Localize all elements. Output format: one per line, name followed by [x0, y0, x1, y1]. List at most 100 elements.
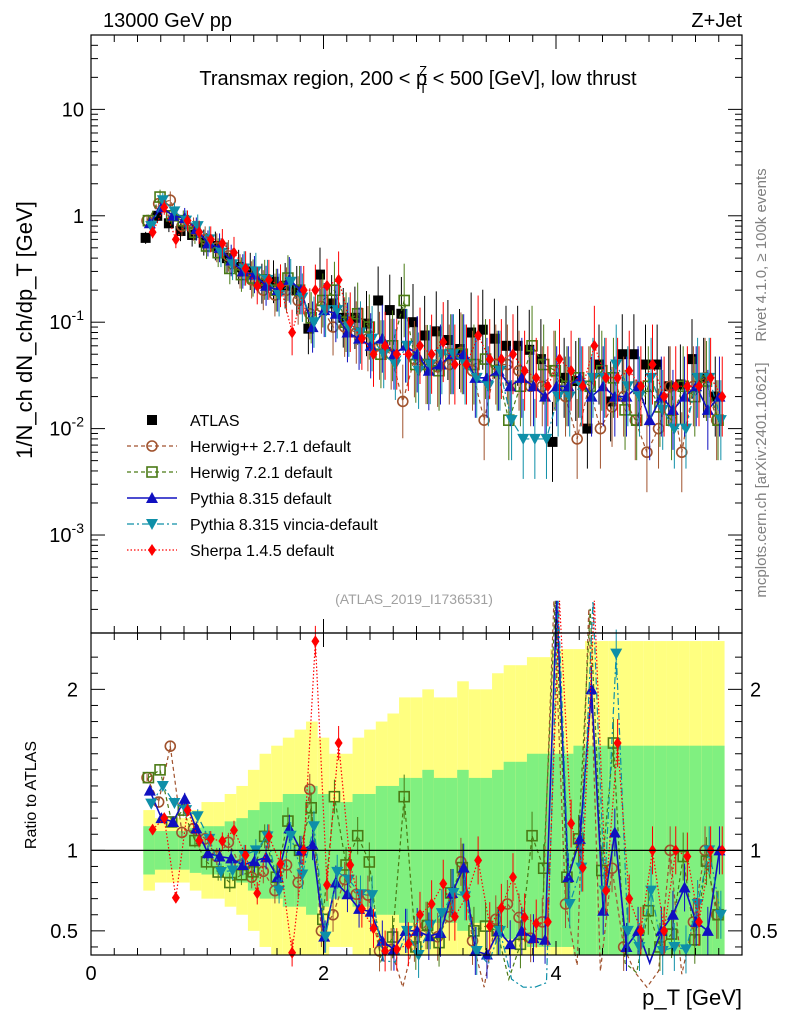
data-point: [656, 404, 669, 416]
data-point: [326, 298, 337, 309]
y-tick-label: 10: [62, 99, 84, 121]
ratio-point: [145, 798, 158, 810]
data-point: [537, 358, 550, 371]
data-point: [586, 372, 599, 384]
legend: ATLAS Herwig++ 2.7.1 default Herwig 7.2.1 …: [127, 413, 378, 560]
data-point: [307, 317, 320, 329]
rivet-label: Rivet 4.1.0, ≥ 100k events: [753, 168, 770, 341]
ratio-point: [276, 857, 285, 870]
legend-label: Pythia 8.315 default: [190, 491, 332, 508]
x-axis-label: p_T [GeV]: [642, 985, 742, 1010]
legend-label: Sherpa 1.4.5 default: [190, 543, 335, 560]
ratio-tick-label-left: 0.5: [50, 921, 78, 943]
ratio-point: [307, 821, 320, 833]
data-point: [384, 305, 395, 316]
ratio-point: [493, 925, 506, 937]
ratio-point: [660, 924, 669, 937]
ratio-point: [292, 876, 304, 889]
ratio-point: [319, 931, 332, 943]
data-point: [505, 415, 518, 427]
ratio-point: [398, 790, 410, 803]
ratio-point: [195, 834, 204, 847]
legend-label: Herwig++ 2.7.1 default: [190, 439, 352, 456]
data-point: [427, 348, 436, 361]
y-tick-label: 10-2: [49, 414, 84, 441]
ratio-point: [154, 764, 166, 776]
data-point: [435, 349, 448, 361]
ratio-tick-label-left: 1: [67, 840, 78, 862]
data-point: [369, 348, 378, 361]
ratio-point: [229, 824, 238, 837]
data-point: [540, 433, 553, 445]
data-point: [214, 247, 227, 259]
data-point: [567, 364, 576, 377]
ratio-point: [434, 926, 447, 938]
data-point: [206, 233, 215, 246]
ratio-point: [508, 871, 517, 884]
ratio-point: [447, 887, 460, 899]
data-point: [640, 359, 651, 370]
data-point: [687, 354, 698, 365]
main-frame: [90, 34, 743, 634]
ratio-point: [543, 915, 552, 928]
data-point: [354, 327, 367, 339]
data-point: [366, 333, 379, 345]
data-point: [268, 276, 279, 287]
ratio-point: [224, 876, 236, 889]
ratio-point: [341, 888, 354, 900]
ratio-point: [691, 899, 704, 911]
data-point: [652, 422, 665, 435]
data-point: [334, 273, 343, 286]
legend-item: Pythia 8.315 default: [127, 491, 332, 508]
legend-marker: [147, 415, 157, 425]
data-point: [171, 233, 180, 246]
data-point: [643, 414, 656, 426]
legend-marker: [146, 519, 158, 530]
data-point: [183, 214, 192, 227]
ratio-point: [563, 899, 576, 911]
ratio-point: [457, 861, 470, 873]
data-point: [315, 269, 326, 280]
ratio-tick-label-left: 2: [67, 679, 78, 701]
data-point: [571, 433, 583, 445]
data-point: [606, 401, 618, 413]
ratio-point: [218, 835, 227, 848]
data-point: [524, 344, 535, 355]
legend-label: Pythia 8.315 vincia-default: [190, 517, 378, 534]
data-point: [241, 262, 250, 275]
data-point: [462, 358, 471, 371]
legend-item: Sherpa 1.4.5 default: [127, 543, 335, 560]
data-point: [195, 226, 204, 239]
data-point: [698, 372, 709, 383]
ratio-point: [645, 885, 658, 897]
legend-marker: [146, 492, 158, 503]
ratio-point: [504, 938, 517, 950]
data-point: [419, 330, 430, 341]
y-tick-label: 10-3: [49, 520, 84, 547]
legend-item: Herwig 7.2.1 default: [127, 465, 333, 482]
ratio-point: [537, 862, 550, 875]
series-sherpa-1-4-5-default: [148, 199, 727, 437]
data-point: [630, 414, 643, 426]
data-point: [160, 201, 169, 214]
ratio-point: [450, 910, 459, 923]
data-point: [415, 339, 424, 352]
data-point: [226, 259, 239, 271]
ratio-point: [311, 635, 320, 648]
data-point: [389, 359, 402, 371]
data-point: [633, 391, 646, 403]
analysis-watermark: (ATLAS_2019_I1736531): [335, 591, 493, 607]
ratio-series-line: [152, 600, 723, 953]
ratio-tick-label-right: 1: [750, 840, 761, 862]
data-point: [377, 349, 390, 361]
ratio-series-layer: [141, 600, 727, 990]
ratio-point: [296, 869, 309, 881]
data-point: [526, 340, 538, 352]
data-point: [357, 332, 366, 345]
data-point: [619, 404, 631, 416]
data-point: [245, 266, 256, 277]
ratio-point: [288, 946, 297, 959]
data-point: [299, 284, 308, 297]
ratio-uncertainty-bands: [143, 641, 725, 955]
